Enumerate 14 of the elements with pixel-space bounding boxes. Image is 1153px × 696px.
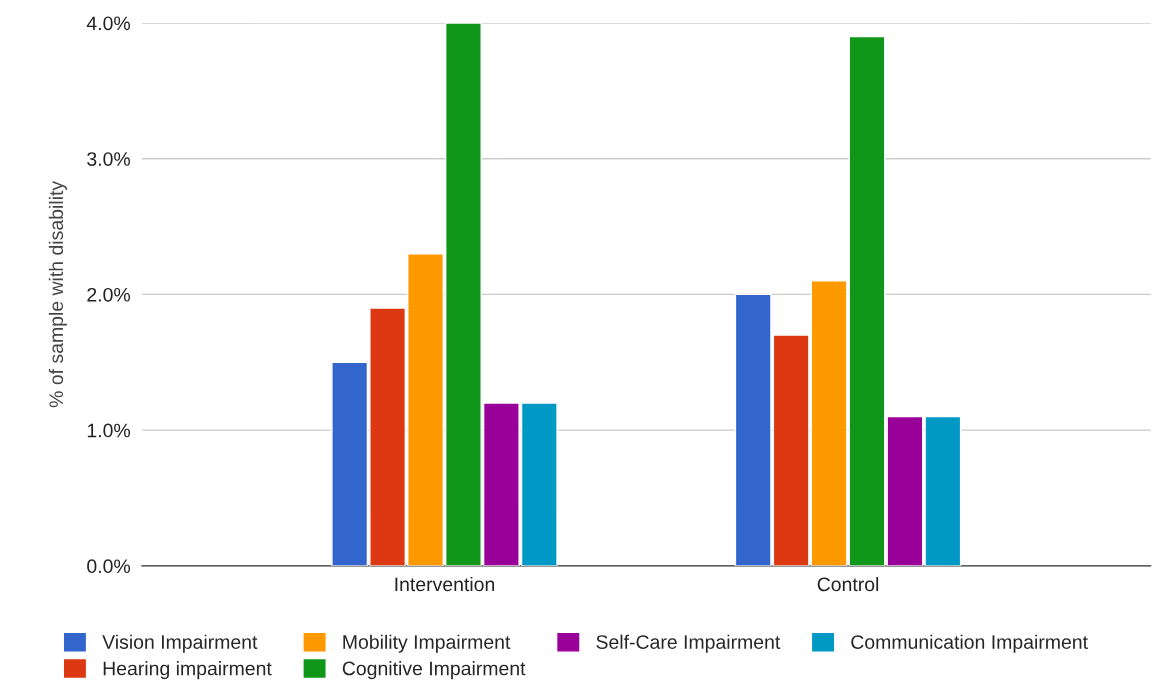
legend-label: Hearing impairment — [103, 661, 272, 680]
y-tick-label: 4.0% — [86, 16, 131, 31]
y-tick-label: 3.0% — [87, 152, 131, 166]
y-tick-label: 2.0% — [87, 287, 131, 302]
legend-label: Vision Impairment — [102, 634, 258, 653]
y-tick-label: 1.0% — [87, 423, 131, 438]
y-tick-label: 0.0% — [87, 559, 131, 574]
legend-label: Self-Care Impairment — [596, 634, 781, 653]
y-axis-title: % of sample with disability — [48, 180, 67, 408]
x-tick-label: Intervention — [395, 576, 495, 592]
x-tick-label: Control — [817, 576, 879, 592]
legend-label: Mobility Impairment — [343, 634, 511, 653]
legend-label: Cognitive Impairment — [342, 661, 526, 680]
legend-label: Communication Impairment — [851, 634, 1088, 653]
